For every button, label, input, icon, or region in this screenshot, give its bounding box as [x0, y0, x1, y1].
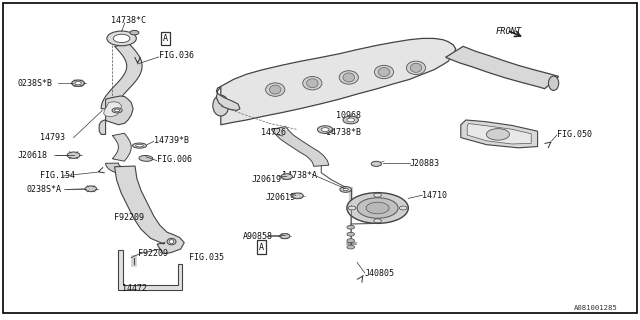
Circle shape	[75, 82, 81, 85]
Text: 14738*B: 14738*B	[326, 128, 362, 137]
Text: 14793: 14793	[40, 133, 65, 142]
Text: 14738*C: 14738*C	[111, 16, 145, 25]
Text: 0238S*A: 0238S*A	[27, 185, 62, 194]
Text: J20619: J20619	[252, 175, 282, 184]
Ellipse shape	[406, 61, 426, 75]
Text: 14472: 14472	[122, 284, 147, 293]
Circle shape	[347, 232, 355, 236]
Ellipse shape	[339, 71, 358, 84]
Text: F92209: F92209	[138, 249, 168, 258]
Text: J20618: J20618	[18, 151, 48, 160]
Circle shape	[340, 187, 351, 192]
Polygon shape	[113, 133, 131, 161]
Text: FIG.036: FIG.036	[159, 52, 194, 60]
Text: FIG.035: FIG.035	[189, 253, 225, 262]
Circle shape	[67, 152, 80, 158]
Circle shape	[115, 109, 120, 112]
Ellipse shape	[378, 68, 390, 76]
Text: 14710: 14710	[422, 191, 447, 200]
Circle shape	[130, 30, 139, 35]
Circle shape	[321, 128, 329, 132]
Circle shape	[371, 161, 381, 166]
Text: 14726: 14726	[261, 128, 287, 137]
Circle shape	[112, 108, 122, 113]
Circle shape	[347, 239, 355, 243]
Text: J20883: J20883	[410, 159, 440, 168]
Ellipse shape	[548, 76, 559, 90]
Ellipse shape	[343, 73, 355, 82]
Text: FRONT: FRONT	[496, 28, 522, 36]
Text: 10968: 10968	[336, 111, 362, 120]
Polygon shape	[99, 96, 133, 134]
Ellipse shape	[169, 240, 174, 244]
Circle shape	[374, 193, 381, 197]
Circle shape	[113, 34, 130, 43]
Circle shape	[343, 116, 358, 124]
Circle shape	[72, 80, 84, 86]
Text: FIG.006: FIG.006	[157, 156, 192, 164]
Ellipse shape	[303, 76, 322, 90]
Ellipse shape	[212, 95, 229, 116]
Ellipse shape	[266, 83, 285, 96]
Circle shape	[343, 188, 348, 191]
Circle shape	[399, 206, 407, 210]
Circle shape	[107, 31, 136, 46]
Circle shape	[317, 126, 333, 133]
Circle shape	[347, 193, 408, 223]
Text: A081001285: A081001285	[574, 305, 618, 311]
Text: J20619: J20619	[266, 193, 296, 202]
Text: F92209: F92209	[114, 213, 144, 222]
Ellipse shape	[307, 79, 318, 88]
Circle shape	[347, 245, 355, 249]
Circle shape	[486, 129, 509, 140]
Circle shape	[292, 193, 303, 199]
Polygon shape	[467, 124, 531, 144]
Polygon shape	[101, 43, 142, 109]
Text: A: A	[259, 243, 264, 252]
Text: A90858: A90858	[243, 232, 273, 241]
Ellipse shape	[269, 85, 281, 94]
Ellipse shape	[167, 238, 176, 245]
Polygon shape	[271, 126, 329, 166]
Polygon shape	[106, 163, 128, 174]
Circle shape	[280, 234, 290, 239]
Circle shape	[347, 118, 355, 122]
Text: 14738*A: 14738*A	[282, 172, 317, 180]
Polygon shape	[461, 120, 538, 148]
Polygon shape	[445, 46, 559, 89]
Text: FIG.154: FIG.154	[40, 172, 75, 180]
Ellipse shape	[132, 143, 147, 148]
Text: A: A	[163, 34, 168, 43]
Polygon shape	[115, 166, 184, 254]
Text: 14739*B: 14739*B	[154, 136, 189, 145]
Polygon shape	[118, 250, 182, 290]
Circle shape	[374, 219, 381, 223]
Circle shape	[357, 198, 398, 218]
Circle shape	[281, 174, 292, 180]
Polygon shape	[221, 38, 456, 125]
Circle shape	[366, 202, 389, 214]
Ellipse shape	[374, 65, 394, 79]
Text: FIG.050: FIG.050	[557, 130, 592, 139]
Polygon shape	[216, 86, 240, 110]
Circle shape	[347, 225, 355, 229]
Text: 0238S*B: 0238S*B	[18, 79, 53, 88]
Text: J40805: J40805	[365, 269, 395, 278]
Polygon shape	[104, 102, 122, 117]
Ellipse shape	[136, 144, 143, 147]
Ellipse shape	[410, 63, 422, 72]
Ellipse shape	[139, 156, 153, 161]
Circle shape	[348, 206, 356, 210]
Circle shape	[85, 186, 97, 192]
